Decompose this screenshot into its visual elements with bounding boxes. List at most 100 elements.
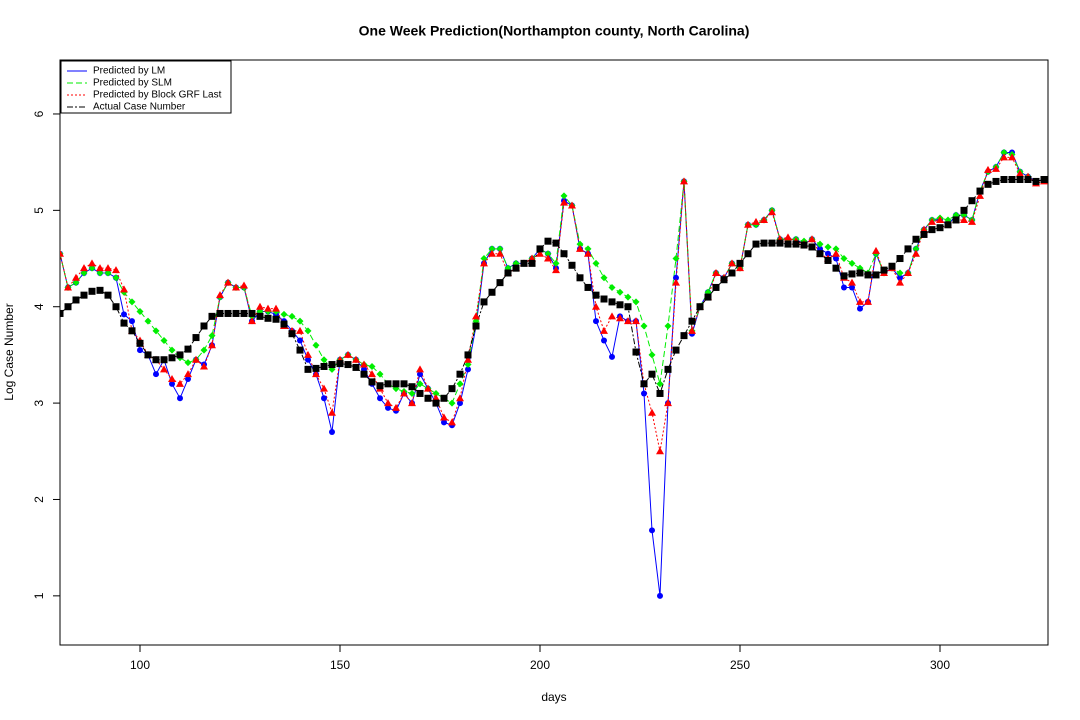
point xyxy=(608,283,616,291)
y-tick-label: 3 xyxy=(32,399,46,406)
point xyxy=(584,249,592,257)
point xyxy=(960,215,968,223)
point xyxy=(264,304,272,312)
point xyxy=(177,395,183,402)
point xyxy=(424,384,432,392)
point xyxy=(128,298,136,306)
point xyxy=(192,355,200,363)
point xyxy=(152,356,160,364)
point xyxy=(976,187,984,195)
point xyxy=(72,296,80,304)
point xyxy=(120,319,128,327)
point xyxy=(472,312,480,320)
point xyxy=(152,327,160,335)
point xyxy=(880,266,888,274)
point xyxy=(432,399,440,407)
point xyxy=(312,370,320,378)
point xyxy=(912,249,920,257)
legend-box xyxy=(60,60,232,114)
point xyxy=(624,293,632,301)
point xyxy=(457,400,463,407)
point xyxy=(816,250,824,258)
point xyxy=(416,380,424,388)
point xyxy=(297,337,303,344)
point xyxy=(560,192,568,200)
point xyxy=(736,259,744,267)
point xyxy=(680,332,688,340)
point xyxy=(232,309,240,317)
point xyxy=(248,309,256,317)
point xyxy=(208,312,216,320)
point xyxy=(384,380,392,388)
point xyxy=(504,269,512,277)
point xyxy=(832,249,840,257)
point xyxy=(848,278,856,286)
point xyxy=(448,399,456,407)
point xyxy=(64,303,72,311)
legend-label: Actual Case Number xyxy=(93,102,186,113)
point xyxy=(528,259,536,267)
legend-label: Predicted by Block GRF Last xyxy=(93,90,222,101)
x-tick-label: 100 xyxy=(130,658,150,672)
point xyxy=(80,264,88,272)
point xyxy=(112,274,120,282)
point xyxy=(392,380,400,388)
point xyxy=(616,301,624,309)
point xyxy=(792,240,800,248)
point xyxy=(664,399,672,407)
point xyxy=(72,273,80,281)
point xyxy=(776,239,784,247)
point xyxy=(744,220,752,228)
point xyxy=(392,403,400,411)
point xyxy=(224,309,232,317)
point xyxy=(192,334,200,342)
point xyxy=(840,255,848,263)
point xyxy=(968,197,976,205)
legend-label: Predicted by SLM xyxy=(93,78,172,89)
point xyxy=(1000,149,1008,157)
point xyxy=(272,315,280,323)
point xyxy=(560,198,568,206)
point xyxy=(368,378,376,386)
plot-area xyxy=(60,149,1048,599)
point xyxy=(408,389,416,397)
point xyxy=(360,360,368,368)
point xyxy=(496,279,504,287)
point xyxy=(488,288,496,296)
point xyxy=(1008,176,1016,184)
point xyxy=(1024,176,1032,184)
point xyxy=(600,295,608,303)
point xyxy=(872,246,880,254)
point xyxy=(288,330,296,338)
y-axis-label: Log Case Number xyxy=(2,303,16,400)
point xyxy=(656,380,664,388)
point xyxy=(592,291,600,299)
point xyxy=(432,394,440,402)
point xyxy=(153,371,159,378)
point xyxy=(560,250,568,258)
point xyxy=(552,259,560,267)
point xyxy=(88,259,96,267)
point xyxy=(728,259,736,267)
point xyxy=(465,366,471,373)
point xyxy=(320,356,328,364)
point xyxy=(1000,176,1008,184)
point xyxy=(377,395,383,402)
point xyxy=(544,250,552,258)
point xyxy=(168,354,176,362)
y-tick-label: 2 xyxy=(32,496,46,503)
point xyxy=(104,269,112,277)
point xyxy=(280,320,288,328)
point xyxy=(64,283,72,291)
point xyxy=(185,376,191,383)
point xyxy=(968,217,976,225)
point xyxy=(544,237,552,245)
point xyxy=(593,318,599,325)
series-line xyxy=(60,151,1045,404)
point xyxy=(768,239,776,247)
legend-label: Predicted by LM xyxy=(93,66,165,77)
point xyxy=(784,233,792,241)
point xyxy=(736,264,744,272)
point xyxy=(904,268,912,276)
